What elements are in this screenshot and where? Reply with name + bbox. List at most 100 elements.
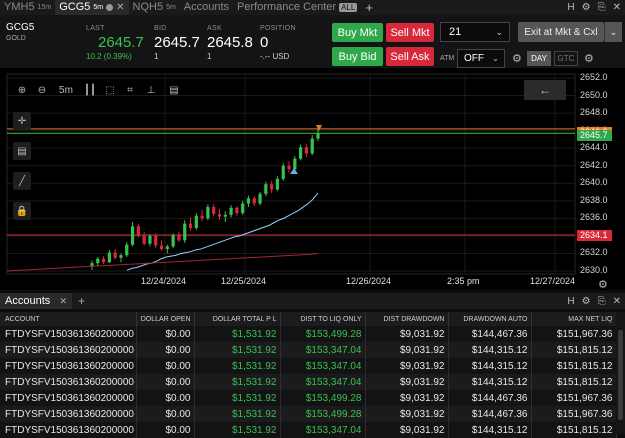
- value-cell: $153,347.04: [280, 358, 366, 374]
- gear-icon[interactable]: ⚙: [581, 295, 591, 307]
- add-tab-icon[interactable]: +: [78, 294, 86, 308]
- help-icon[interactable]: H: [567, 2, 575, 13]
- candle-body: [142, 235, 146, 244]
- close-window-icon[interactable]: ✕: [612, 295, 621, 307]
- atm-select[interactable]: OFF ⌄: [457, 49, 505, 68]
- templates-icon[interactable]: ▤: [169, 84, 179, 96]
- tab-group-badge[interactable]: ALL: [339, 3, 358, 12]
- value-cell: $9,031.92: [365, 342, 449, 358]
- interval-selector[interactable]: 5m: [59, 84, 73, 96]
- position-pnl: -.-- USD: [260, 52, 290, 61]
- candle-style-icon[interactable]: ┃┃: [83, 84, 97, 96]
- column-header[interactable]: DIST DRAWDOWN: [365, 312, 449, 326]
- position-value: 0: [260, 34, 269, 51]
- account-id-cell: FTDYSFV150361360200000: [0, 342, 137, 358]
- notes-icon[interactable]: ▤: [13, 142, 31, 160]
- crosshair-tool-icon[interactable]: ✛: [13, 112, 31, 130]
- help-icon[interactable]: H: [567, 295, 575, 307]
- x-tick-label: 2:35 pm: [447, 276, 480, 286]
- price-chart[interactable]: 2652.02650.02648.02646.02644.02642.02640…: [0, 68, 625, 291]
- tab-ymh5[interactable]: YMH5 15m: [4, 1, 52, 13]
- table-row[interactable]: FTDYSFV150361360200000 $0.00 $1,531.92 $153…: [0, 326, 617, 342]
- select-region-icon[interactable]: ⬚: [105, 84, 115, 96]
- column-header[interactable]: DOLLAR TOTAL P L: [194, 312, 281, 326]
- candle-body: [304, 147, 309, 154]
- tif-day-button[interactable]: DAY: [527, 51, 551, 66]
- column-header[interactable]: ACCOUNT: [0, 312, 137, 326]
- gear-icon[interactable]: ⚙: [581, 2, 591, 13]
- candle-body: [229, 207, 233, 215]
- candle-body: [165, 246, 169, 250]
- candle-body: [101, 258, 106, 263]
- buy-bid-button[interactable]: Buy Bid: [332, 47, 383, 66]
- value-cell: $0.00: [136, 342, 195, 358]
- value-cell: $0.00: [136, 390, 195, 406]
- close-window-icon[interactable]: ✕: [612, 2, 621, 13]
- zoom-out-icon[interactable]: ⊖: [37, 84, 47, 96]
- popout-icon[interactable]: ⎘: [597, 295, 606, 307]
- crosshair-icon[interactable]: ⌗: [127, 84, 133, 96]
- candle-body: [223, 214, 227, 217]
- quantity-select[interactable]: 21 ⌄: [440, 22, 510, 42]
- chart-canvas[interactable]: [0, 68, 625, 290]
- tab-gcg5[interactable]: GCG5 5m ✕: [55, 0, 129, 15]
- candle-body: [200, 215, 204, 219]
- table-row[interactable]: FTDYSFV150361360200000 $0.00 $1,531.92 $153…: [0, 422, 617, 438]
- y-tick-label: 2642.0: [580, 159, 608, 170]
- value-cell: $9,031.92: [365, 422, 449, 438]
- value-cell: $9,031.92: [365, 358, 449, 374]
- candle-body: [183, 223, 187, 241]
- chart-settings-icon[interactable]: ⚙: [598, 279, 608, 291]
- tab-accounts-panel[interactable]: Accounts ✕: [0, 293, 72, 309]
- scrollbar-thumb[interactable]: [618, 330, 623, 420]
- value-cell: $144,467.36: [448, 390, 532, 406]
- table-row[interactable]: FTDYSFV150361360200000 $0.00 $1,531.92 $153…: [0, 358, 617, 374]
- account-id-cell: FTDYSFV150361360200000: [0, 374, 137, 390]
- tif-gtc-button[interactable]: GTC: [554, 51, 578, 66]
- zoom-in-icon[interactable]: ⊕: [17, 84, 27, 96]
- tab-performance-center[interactable]: Performance Center ALL: [237, 1, 358, 13]
- add-tab-icon[interactable]: +: [365, 0, 373, 15]
- tab-accounts[interactable]: Accounts: [183, 1, 230, 13]
- atm-gear-icon[interactable]: ⚙: [512, 53, 522, 65]
- value-cell: $144,467.36: [448, 406, 532, 422]
- exit-market-cancel-button[interactable]: Exit at Mkt & Cxl: [518, 22, 604, 42]
- close-icon[interactable]: ✕: [116, 2, 125, 13]
- candle-body: [299, 147, 303, 159]
- draw-line-icon[interactable]: ╱: [13, 172, 31, 190]
- table-row[interactable]: FTDYSFV150361360200000 $0.00 $1,531.92 $153…: [0, 374, 617, 390]
- tab-nqh5[interactable]: NQH5 5m: [132, 1, 176, 13]
- column-header[interactable]: MAX NET LIQ: [531, 312, 617, 326]
- y-tick-label: 2638.0: [580, 194, 608, 205]
- indicators-icon[interactable]: ⊥: [146, 84, 156, 96]
- table-row[interactable]: FTDYSFV150361360200000 $0.00 $1,531.92 $153…: [0, 390, 617, 406]
- x-tick-label: 12/27/2024: [530, 276, 576, 286]
- order-gear-icon[interactable]: ⚙: [584, 53, 594, 65]
- scroll-to-latest-button[interactable]: ←: [524, 80, 566, 100]
- y-tick-label: 2648.0: [580, 107, 608, 118]
- table-row[interactable]: FTDYSFV150361360200000 $0.00 $1,531.92 $153…: [0, 406, 617, 422]
- candle-body: [264, 184, 268, 194]
- table-scrollbar[interactable]: [616, 312, 625, 434]
- account-id-cell: FTDYSFV150361360200000: [0, 358, 137, 374]
- lock-icon[interactable]: 🔒: [13, 202, 31, 220]
- popout-icon[interactable]: ⎘: [597, 2, 606, 13]
- bid-size: 1: [154, 52, 159, 61]
- column-header[interactable]: DOLLAR OPEN: [136, 312, 195, 326]
- position-label: POSITION: [260, 25, 296, 32]
- candle-body: [212, 206, 216, 214]
- value-cell: $1,531.92: [194, 374, 281, 390]
- close-icon[interactable]: ✕: [59, 296, 67, 306]
- exit-dropdown-chevron-icon[interactable]: ⌄: [604, 22, 622, 42]
- buy-market-button[interactable]: Buy Mkt: [332, 23, 383, 42]
- sell-market-button[interactable]: Sell Mkt: [386, 23, 434, 42]
- candle-body: [136, 226, 140, 236]
- table-row[interactable]: FTDYSFV150361360200000 $0.00 $1,531.92 $153…: [0, 342, 617, 358]
- candle-body: [113, 252, 117, 258]
- y-tick-label: 2632.0: [580, 247, 608, 258]
- sell-ask-button[interactable]: Sell Ask: [386, 47, 434, 66]
- candle-body: [316, 133, 320, 139]
- column-header[interactable]: DIST TO LIQ ONLY: [280, 312, 366, 326]
- y-tick-label: 2636.0: [580, 212, 608, 223]
- column-header[interactable]: DRAWDOWN AUTO: [448, 312, 532, 326]
